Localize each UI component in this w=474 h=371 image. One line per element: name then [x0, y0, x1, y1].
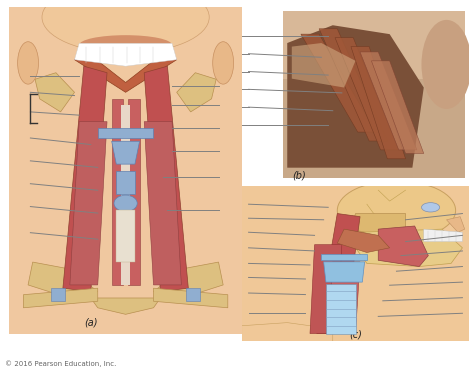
Polygon shape — [299, 232, 374, 341]
Polygon shape — [337, 229, 390, 253]
Polygon shape — [177, 73, 216, 112]
Polygon shape — [186, 288, 200, 301]
Polygon shape — [154, 288, 228, 308]
Polygon shape — [378, 226, 428, 266]
Polygon shape — [283, 11, 465, 178]
Text: (a): (a) — [84, 317, 98, 327]
Text: (c): (c) — [349, 330, 362, 340]
Polygon shape — [287, 25, 424, 168]
Polygon shape — [242, 186, 469, 341]
Polygon shape — [292, 43, 356, 88]
Ellipse shape — [79, 35, 172, 55]
Polygon shape — [9, 7, 242, 334]
Polygon shape — [70, 122, 107, 285]
Polygon shape — [116, 210, 135, 262]
Polygon shape — [144, 122, 182, 285]
Polygon shape — [310, 245, 342, 334]
Polygon shape — [91, 298, 160, 314]
Polygon shape — [154, 262, 223, 301]
Polygon shape — [317, 214, 360, 334]
Ellipse shape — [421, 203, 440, 212]
Polygon shape — [144, 66, 188, 292]
Polygon shape — [351, 47, 406, 159]
Polygon shape — [283, 11, 465, 79]
Polygon shape — [335, 38, 399, 150]
Polygon shape — [301, 34, 376, 132]
Polygon shape — [356, 229, 463, 266]
Ellipse shape — [213, 42, 234, 84]
Polygon shape — [424, 229, 463, 242]
Polygon shape — [351, 214, 406, 235]
Polygon shape — [328, 262, 360, 334]
Polygon shape — [324, 262, 365, 282]
Ellipse shape — [337, 181, 456, 240]
Polygon shape — [74, 50, 177, 92]
Polygon shape — [74, 43, 177, 66]
Polygon shape — [242, 323, 333, 341]
Polygon shape — [121, 105, 130, 285]
Polygon shape — [116, 171, 135, 194]
Polygon shape — [372, 61, 424, 154]
Polygon shape — [98, 128, 154, 138]
Polygon shape — [112, 141, 139, 164]
Text: © 2016 Pearson Education, Inc.: © 2016 Pearson Education, Inc. — [5, 361, 116, 367]
Polygon shape — [28, 262, 98, 301]
Polygon shape — [35, 73, 74, 112]
Ellipse shape — [42, 0, 209, 53]
Polygon shape — [128, 99, 139, 285]
Polygon shape — [112, 99, 123, 285]
Polygon shape — [23, 288, 98, 308]
Ellipse shape — [18, 42, 38, 84]
Polygon shape — [63, 66, 107, 292]
Text: (b): (b) — [292, 170, 306, 180]
Polygon shape — [319, 29, 387, 141]
Polygon shape — [447, 217, 465, 232]
Ellipse shape — [114, 195, 137, 211]
Ellipse shape — [421, 20, 472, 109]
Polygon shape — [51, 288, 65, 301]
Polygon shape — [321, 254, 367, 260]
Polygon shape — [360, 52, 417, 150]
Polygon shape — [326, 284, 356, 334]
